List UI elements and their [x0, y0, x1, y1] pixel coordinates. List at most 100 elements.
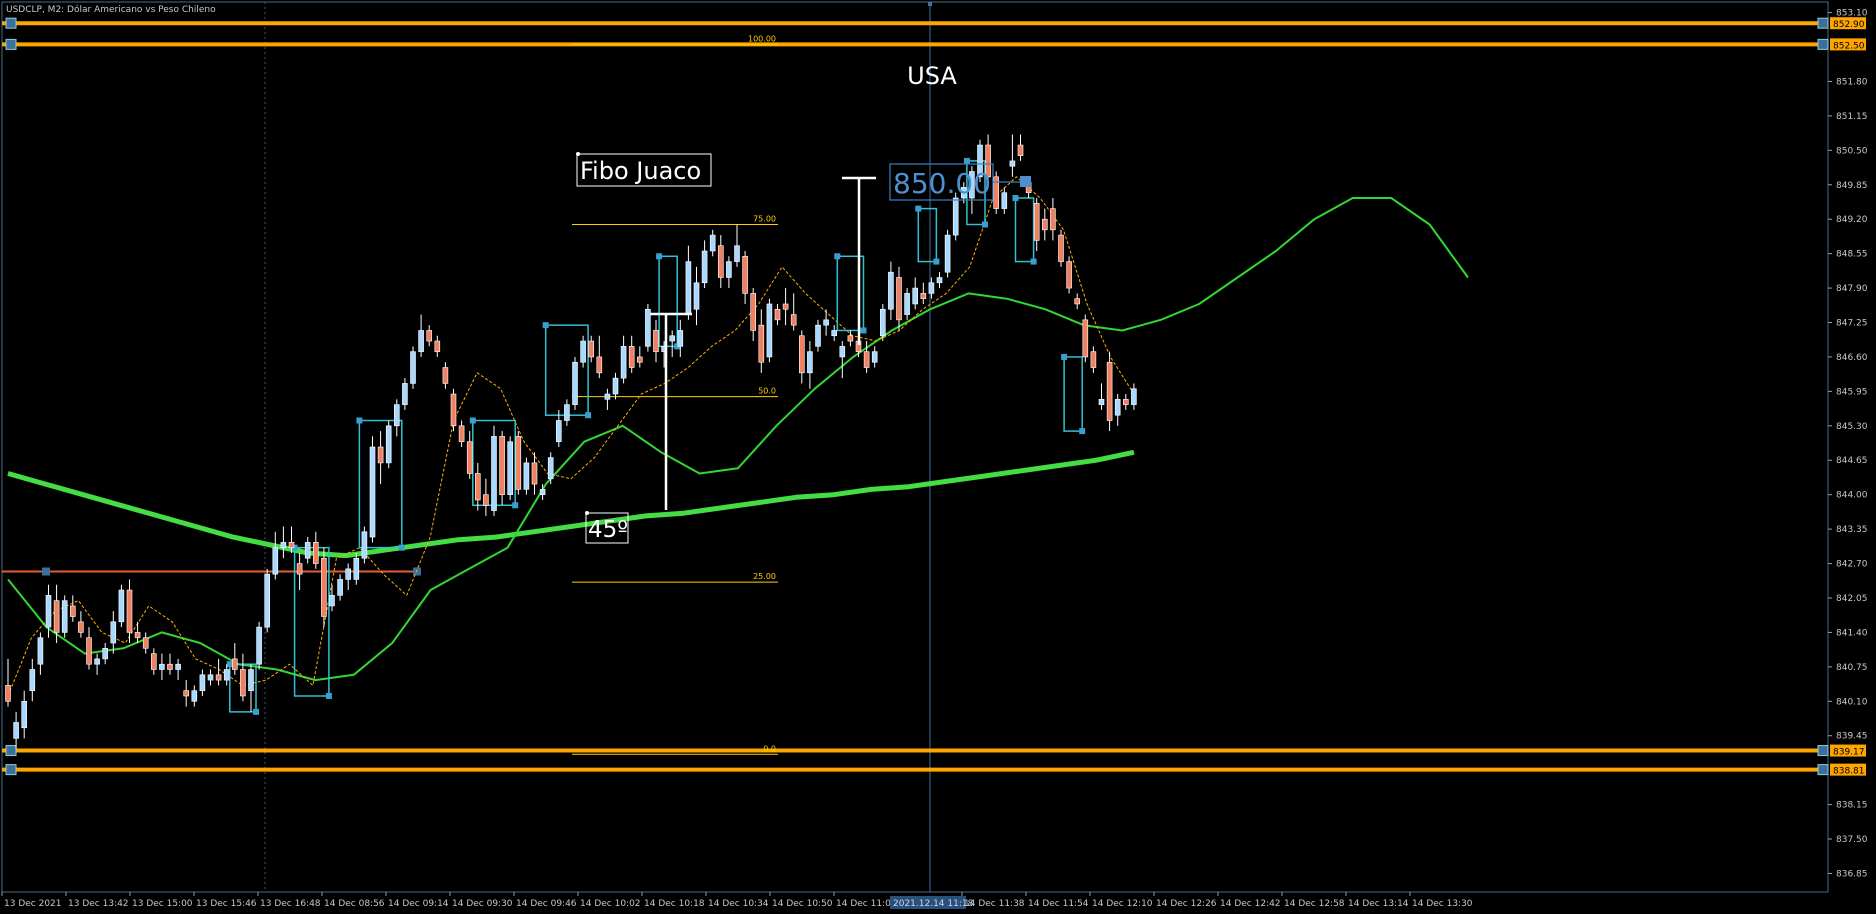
candle-body	[329, 595, 335, 607]
candle-body	[215, 674, 222, 681]
candle-body	[102, 648, 108, 660]
candle-body	[669, 335, 676, 342]
pattern-box	[836, 255, 865, 332]
candle-body	[523, 462, 530, 490]
x-tick-label: 14 Dec 11:54	[1028, 899, 1089, 909]
y-tick-label: 851.80	[1836, 77, 1868, 87]
y-tick-label: 845.95	[1836, 387, 1868, 397]
fib-level-label: 100.00	[748, 34, 776, 43]
x-tick-label: 14 Dec 09:14	[388, 899, 449, 909]
candle-body	[1131, 388, 1137, 405]
box-handle-top	[834, 253, 841, 260]
box-handle-bottom	[512, 502, 519, 509]
candle-body	[831, 330, 838, 337]
line-handle-left	[5, 745, 17, 757]
candle-body	[863, 351, 870, 368]
candle-body	[418, 330, 424, 352]
candle-body	[256, 626, 262, 665]
candle-body	[94, 658, 100, 665]
candle-body	[29, 669, 36, 691]
candle-body	[61, 600, 68, 633]
box-handle-bottom	[860, 327, 867, 334]
candle-body	[555, 420, 562, 443]
box-handle-top	[656, 253, 663, 260]
candle-body	[288, 542, 295, 548]
fib-level-label: 75.00	[753, 215, 776, 224]
pattern-box	[1014, 197, 1035, 263]
price-tag-label: 839.17	[1833, 748, 1865, 758]
candle-body	[1033, 203, 1040, 241]
candle-body	[580, 340, 586, 363]
candle-body	[361, 531, 368, 559]
box-handle-top	[226, 661, 233, 668]
x-tick-label: 14 Dec 10:18	[644, 899, 705, 909]
x-tick-label: 14 Dec 10:34	[708, 899, 769, 909]
pattern-box	[358, 419, 403, 549]
pattern-box	[917, 207, 938, 263]
candle-body	[726, 261, 732, 278]
candle-body	[199, 674, 206, 691]
candle-body	[734, 245, 740, 262]
candle-body	[393, 404, 400, 427]
candle-body	[1074, 298, 1080, 305]
candle-body	[790, 314, 797, 326]
candle-body	[78, 621, 84, 633]
fib-level-label: 0.0	[763, 744, 776, 753]
candle-body	[183, 690, 189, 697]
candle-body	[1082, 319, 1089, 358]
fibo-name-anchor	[576, 152, 580, 156]
candle-body	[70, 605, 76, 617]
x-axis: 13 Dec 2021 13 Dec 13:42 13 Dec 15:00 13 De…	[1, 892, 1473, 909]
x-tick-label: 14 Dec 09:30	[452, 899, 513, 909]
candle-body	[588, 340, 595, 358]
y-tick-label: 847.90	[1836, 284, 1868, 294]
candle-body	[1123, 399, 1129, 405]
x-tick-label: 14 Dec 12:42	[1220, 899, 1281, 909]
crosshair-time-tag	[890, 896, 966, 909]
annotations-layer: USA Fibo Juaco 850.00 45º	[576, 62, 1031, 544]
candle-body	[1042, 218, 1048, 231]
candle-body	[1058, 234, 1064, 262]
candle-body	[264, 573, 271, 628]
candle-body	[483, 494, 489, 506]
candle-body	[628, 346, 635, 368]
candle-body	[175, 663, 181, 670]
crosshair-time-label: 2021.12.14 11:18	[893, 899, 974, 909]
candle-body	[118, 589, 125, 623]
candle-body	[871, 351, 878, 363]
candle-body	[167, 663, 173, 670]
candle-body	[280, 542, 287, 548]
fibonacci-layer: 100.00 75.00 50.0 25.00 0.0	[572, 34, 778, 755]
box-handle-top	[469, 417, 476, 424]
y-tick-label: 844.00	[1836, 491, 1868, 501]
red-line-handle-left	[42, 567, 50, 576]
candle-body	[369, 446, 376, 538]
candle-body	[159, 663, 165, 670]
candle-body	[458, 425, 465, 443]
box-handle-bottom	[325, 692, 332, 699]
price-tag	[1830, 763, 1866, 776]
candle-body	[709, 234, 716, 252]
candle-body	[750, 293, 757, 331]
candle-body	[1114, 399, 1121, 416]
candle-body	[936, 277, 943, 284]
box-handle-bottom	[982, 221, 988, 228]
candle-body	[815, 324, 821, 347]
y-tick-label: 842.05	[1836, 594, 1868, 604]
candle-body	[1009, 160, 1016, 167]
y-tick-label: 851.15	[1836, 112, 1868, 122]
angle-label-box	[585, 512, 629, 544]
box-handle-top	[542, 322, 549, 329]
candle-body	[499, 436, 505, 495]
y-tick-label: 840.10	[1836, 697, 1868, 707]
fibo-name-box	[576, 153, 712, 187]
horizontal-lines-layer	[2, 17, 1829, 776]
candle-body	[474, 473, 481, 501]
candle-body	[896, 277, 902, 321]
x-tick-label: 14 Dec 10:50	[772, 899, 833, 909]
candle-body	[240, 669, 246, 697]
x-tick-label: 14 Dec 09:46	[516, 899, 577, 909]
candle-body	[5, 685, 11, 702]
pattern-box	[293, 546, 330, 697]
